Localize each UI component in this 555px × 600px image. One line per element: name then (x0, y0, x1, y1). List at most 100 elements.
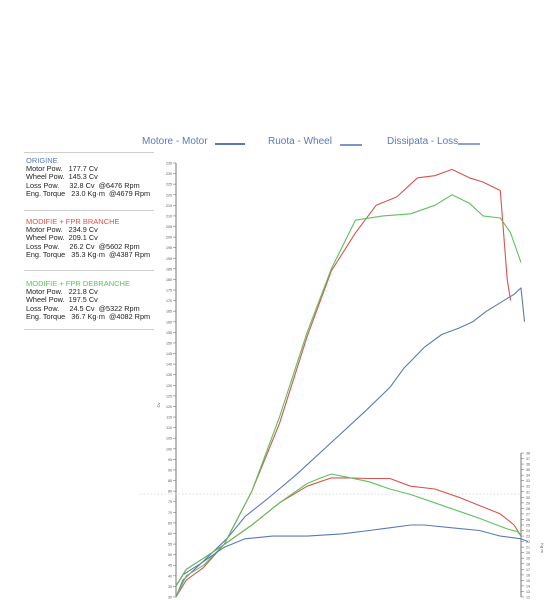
legend-wheel-line (340, 144, 362, 146)
y-tick-label-left: 205 (166, 225, 172, 229)
y-tick-label-right: 16 (526, 573, 530, 577)
legend-loss-line (458, 143, 480, 145)
y-tick-label-left: 105 (166, 437, 172, 441)
legend: Motore - Motor Ruota - Wheel Dissipata -… (0, 136, 555, 152)
run-stat: Motor Pow. 234.9 Cv (26, 225, 98, 235)
run-stat: Loss Pow. 24.5 Cv @5322 Rpm (26, 303, 140, 313)
y-tick-label-right: 30 (526, 496, 530, 500)
y-tick-label-right: 21 (526, 546, 530, 550)
y-tick-label-left: 155 (166, 331, 172, 335)
y-tick-label-right: 24 (526, 529, 530, 533)
y-tick-label-left: 170 (166, 299, 172, 303)
y-tick-label-left: 180 (166, 278, 172, 282)
run-block-branche: MODIFIE + FPR BRANCHE Motor Pow. 234.9 C… (26, 217, 161, 259)
legend-wheel-label: Ruota - Wheel (268, 136, 332, 147)
y-tick-label-right: 13 (526, 590, 530, 594)
run-stat: Eng. Torque 23.0 Kg·m @4679 Rpm (26, 188, 151, 198)
y-tick-label-left: 115 (166, 416, 172, 420)
y-tick-label-right: 33 (526, 479, 530, 483)
run-block-debranche: MODIFIE + FPR DEBRANCHE Motor Pow. 221.8… (26, 279, 161, 321)
y-tick-label-right: 38 (526, 452, 530, 456)
y-tick-label-left: 70 (168, 511, 172, 515)
y-tick-label-right: 34 (526, 474, 530, 478)
run-stat: Eng. Torque 35.3 Kg·m @4387 Rpm (26, 249, 151, 259)
series-line-power (175, 168, 512, 598)
y-tick-label-left: 125 (166, 394, 172, 398)
y-tick-label-left: 235 (166, 162, 172, 166)
y-tick-label-left: 225 (166, 183, 172, 187)
series-lines (175, 168, 529, 598)
y-axis-label-right: Kg·m (540, 543, 545, 553)
y-tick-label-left: 50 (168, 553, 172, 557)
y-tick-label-right: 23 (526, 535, 530, 539)
y-tick-label-left: 135 (166, 373, 172, 377)
legend-loss-label: Dissipata - Loss (387, 136, 459, 147)
y-tick-label-right: 14 (526, 584, 530, 588)
y-tick-label-left: 215 (166, 204, 172, 208)
y-tick-label-left: 220 (166, 193, 172, 197)
y-tick-label-right: 31 (526, 490, 530, 494)
run-title: ORIGINE (26, 156, 58, 165)
y-tick-label-right: 22 (526, 540, 530, 544)
y-tick-label-right: 29 (526, 501, 530, 505)
y-tick-label-left: 80 (168, 490, 172, 494)
y-tick-label-left: 190 (166, 257, 172, 261)
y-tick-label-left: 200 (166, 236, 172, 240)
run-title: MODIFIE + FPR DEBRANCHE (26, 279, 130, 288)
y-tick-label-left: 110 (166, 426, 172, 430)
y-tick-label-left: 65 (168, 521, 172, 525)
panel-divider (24, 210, 154, 211)
y-tick-label-left: 230 (166, 172, 172, 176)
y-tick-label-right: 35 (526, 468, 530, 472)
run-title: MODIFIE + FPR BRANCHE (26, 217, 120, 226)
y-tick-label-right: 32 (526, 485, 530, 489)
y-tick-label-right: 15 (526, 579, 530, 583)
run-stat: Motor Pow. 221.8 Cv (26, 287, 98, 297)
run-stat: Wheel Pow. 209.1 Cv (26, 233, 98, 243)
panel-divider (24, 329, 154, 330)
y-tick-label-left: 40 (168, 574, 172, 578)
y-tick-label-right: 20 (526, 551, 530, 555)
run-stat: Eng. Torque 36.7 Kg·m @4082 Rpm (26, 311, 151, 321)
y-tick-label-left: 120 (166, 405, 172, 409)
panel-divider (24, 152, 154, 153)
run-stat: Wheel Pow. 145.3 Cv (26, 172, 98, 182)
y-tick-label-left: 90 (168, 468, 172, 472)
y-tick-label-right: 19 (526, 557, 530, 561)
y-tick-label-right: 17 (526, 568, 530, 572)
series-line-torque (175, 524, 529, 587)
run-stat: Wheel Pow. 197.5 Cv (26, 295, 98, 305)
series-line-power (175, 194, 522, 598)
y-tick-label-right: 26 (526, 518, 530, 522)
y-tick-label-left: 75 (168, 500, 172, 504)
y-tick-label-right: 28 (526, 507, 530, 511)
y-tick-label-left: 35 (168, 585, 172, 589)
y-tick-label-right: 12 (526, 596, 530, 600)
y-tick-label-left: 55 (168, 543, 172, 547)
y-tick-label-right: 27 (526, 512, 530, 516)
y-tick-label-right: 18 (526, 562, 530, 566)
axes: 30 35 40 45 50 55 60 65 70 75 80 85 90 95 100 105 110 115… (140, 162, 545, 600)
y-tick-label-left: 185 (166, 267, 172, 271)
y-tick-label-left: 175 (166, 289, 172, 293)
y-tick-label-left: 145 (166, 352, 172, 356)
y-tick-label-left: 130 (166, 384, 172, 388)
y-tick-label-left: 30 (168, 596, 172, 600)
legend-motor-line (215, 143, 245, 145)
series-line-power (175, 287, 526, 598)
run-stat: Loss Pow. 26.2 Cv @5602 Rpm (26, 241, 140, 251)
y-tick-label-left: 95 (168, 458, 172, 462)
y-tick-label-left: 210 (166, 214, 172, 218)
y-tick-label-left: 45 (168, 564, 172, 568)
y-axis-label-left: Cv (156, 403, 161, 408)
run-block-origine: ORIGINE Motor Pow. 177.7 Cv Wheel Pow. 1… (26, 156, 161, 198)
panel-divider (24, 270, 154, 271)
legend-motor-label: Motore - Motor (142, 136, 208, 147)
y-tick-label-right: 37 (526, 457, 530, 461)
y-tick-label-left: 195 (166, 246, 172, 250)
run-stat: Loss Pow. 32.8 Cv @6476 Rpm (26, 180, 140, 190)
y-tick-label-left: 140 (166, 363, 172, 367)
y-tick-label-left: 165 (166, 310, 172, 314)
y-tick-label-left: 100 (166, 447, 172, 451)
